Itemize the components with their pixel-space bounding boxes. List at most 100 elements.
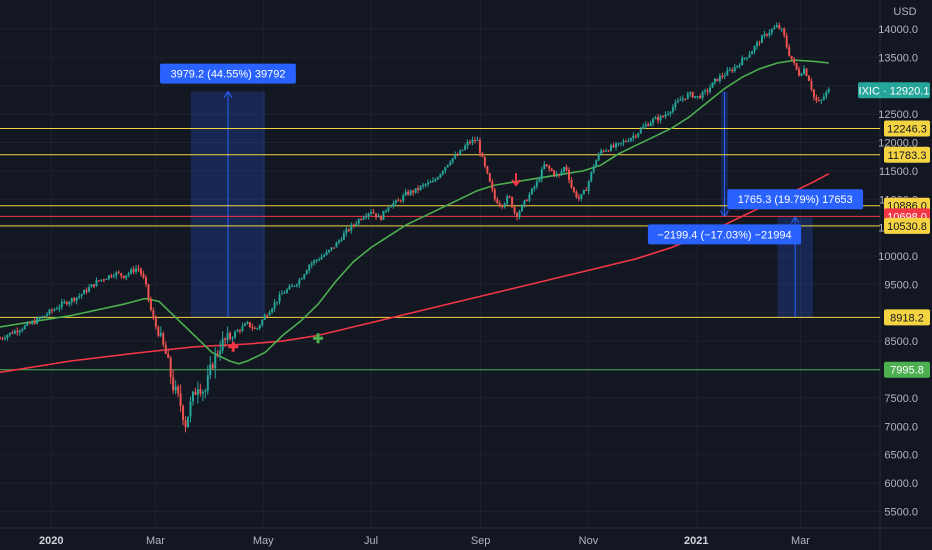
- candle-body: [127, 273, 130, 276]
- candle-body: [238, 330, 241, 332]
- candle-body: [560, 171, 563, 175]
- candle-body: [169, 357, 172, 378]
- price-range-label-box: [727, 189, 864, 210]
- x-tick-label: Mar: [791, 535, 810, 547]
- candle-body: [419, 186, 422, 190]
- candle-body: [582, 190, 585, 195]
- candle-body: [41, 316, 44, 319]
- candle-body: [360, 219, 363, 221]
- candle-body: [466, 141, 469, 146]
- candle-body: [637, 133, 640, 137]
- candle-body: [295, 284, 298, 286]
- candle-body: [555, 174, 558, 176]
- candle-body: [288, 286, 291, 290]
- candle-body: [285, 289, 288, 293]
- candle-body: [459, 150, 462, 155]
- candle-body: [728, 69, 731, 71]
- candle-body: [481, 153, 484, 158]
- candle-body: [713, 78, 716, 83]
- candle-body: [617, 143, 620, 145]
- x-tick-label: 2020: [39, 535, 63, 547]
- candle-body: [105, 278, 108, 280]
- candle-body: [563, 167, 566, 172]
- candle-body: [775, 25, 778, 28]
- candle-body: [738, 65, 741, 67]
- candle-body: [382, 210, 385, 220]
- x-tick-label: 2021: [684, 535, 708, 547]
- candle-body: [496, 199, 499, 204]
- candle-body: [691, 92, 694, 98]
- candle-body: [790, 55, 793, 60]
- candle-body: [102, 279, 105, 281]
- x-tick-label: May: [253, 535, 274, 547]
- candle-body: [469, 141, 472, 143]
- candle-body: [431, 180, 434, 183]
- candle-body: [414, 188, 417, 193]
- candle-body: [318, 259, 321, 261]
- candle-body: [80, 294, 83, 297]
- candle-body: [810, 80, 813, 90]
- candle-body: [778, 25, 781, 29]
- candle-body: [511, 197, 514, 208]
- candle-body: [248, 322, 251, 327]
- candle-body: [807, 76, 810, 81]
- measure-labels: 3979.2 (44.55%) 39792 1765.3 (19.79%) 176…: [160, 63, 864, 245]
- cross-marker: [313, 333, 324, 344]
- candle-body: [58, 306, 61, 309]
- candle-body: [743, 58, 746, 60]
- candle-body: [624, 141, 627, 143]
- candle-body: [543, 164, 546, 169]
- candle-body: [117, 272, 120, 274]
- currency-label: USD: [893, 6, 916, 18]
- candle-body: [303, 274, 306, 279]
- candle-body: [377, 215, 380, 218]
- candle-body: [330, 247, 333, 250]
- candle-body: [426, 182, 429, 185]
- candle-body: [590, 171, 593, 182]
- candle-body: [144, 277, 147, 285]
- price-range-annotations: [190, 90, 813, 318]
- candle-body: [407, 191, 410, 195]
- candle-body: [610, 145, 613, 151]
- candle-body: [798, 69, 801, 76]
- candle-body: [548, 165, 551, 169]
- candle-body: [13, 330, 16, 334]
- candle-body: [112, 276, 115, 278]
- candle-body: [33, 321, 36, 324]
- candle-body: [362, 217, 365, 220]
- candle-body: [241, 325, 244, 331]
- candle-body: [441, 171, 444, 175]
- candle-body: [276, 301, 279, 303]
- candle-body: [55, 308, 58, 310]
- candle-body: [649, 123, 652, 126]
- candle-body: [298, 279, 301, 285]
- candle-body: [501, 205, 504, 208]
- candle-body: [46, 314, 49, 316]
- level-label-box: [884, 361, 930, 378]
- candle-body: [694, 96, 697, 98]
- candle-body: [182, 406, 185, 421]
- candle-body: [647, 124, 650, 126]
- candle-body: [65, 301, 68, 305]
- candle-body: [253, 328, 256, 330]
- candle-body: [642, 126, 645, 129]
- candle-body: [615, 143, 617, 148]
- candle-body: [137, 268, 140, 270]
- candle-body: [800, 73, 803, 76]
- candle-body: [147, 284, 150, 299]
- candle-body: [313, 260, 316, 264]
- candle-body: [26, 322, 29, 326]
- time-axis: 2020 Mar May Jul Sep Nov 2021 Mar: [39, 535, 810, 547]
- ma-50-path: [0, 59, 829, 365]
- candle-body: [177, 386, 180, 394]
- candle-body: [85, 290, 88, 292]
- candle-body: [508, 196, 511, 198]
- y-tick-label: 7000.0: [884, 421, 918, 433]
- candle-body: [226, 332, 229, 340]
- candle-body: [345, 229, 348, 234]
- y-tick-label: 12500.0: [878, 109, 918, 121]
- candle-body: [357, 219, 360, 224]
- horizontal-levels: [0, 128, 880, 371]
- candle-body: [815, 97, 818, 101]
